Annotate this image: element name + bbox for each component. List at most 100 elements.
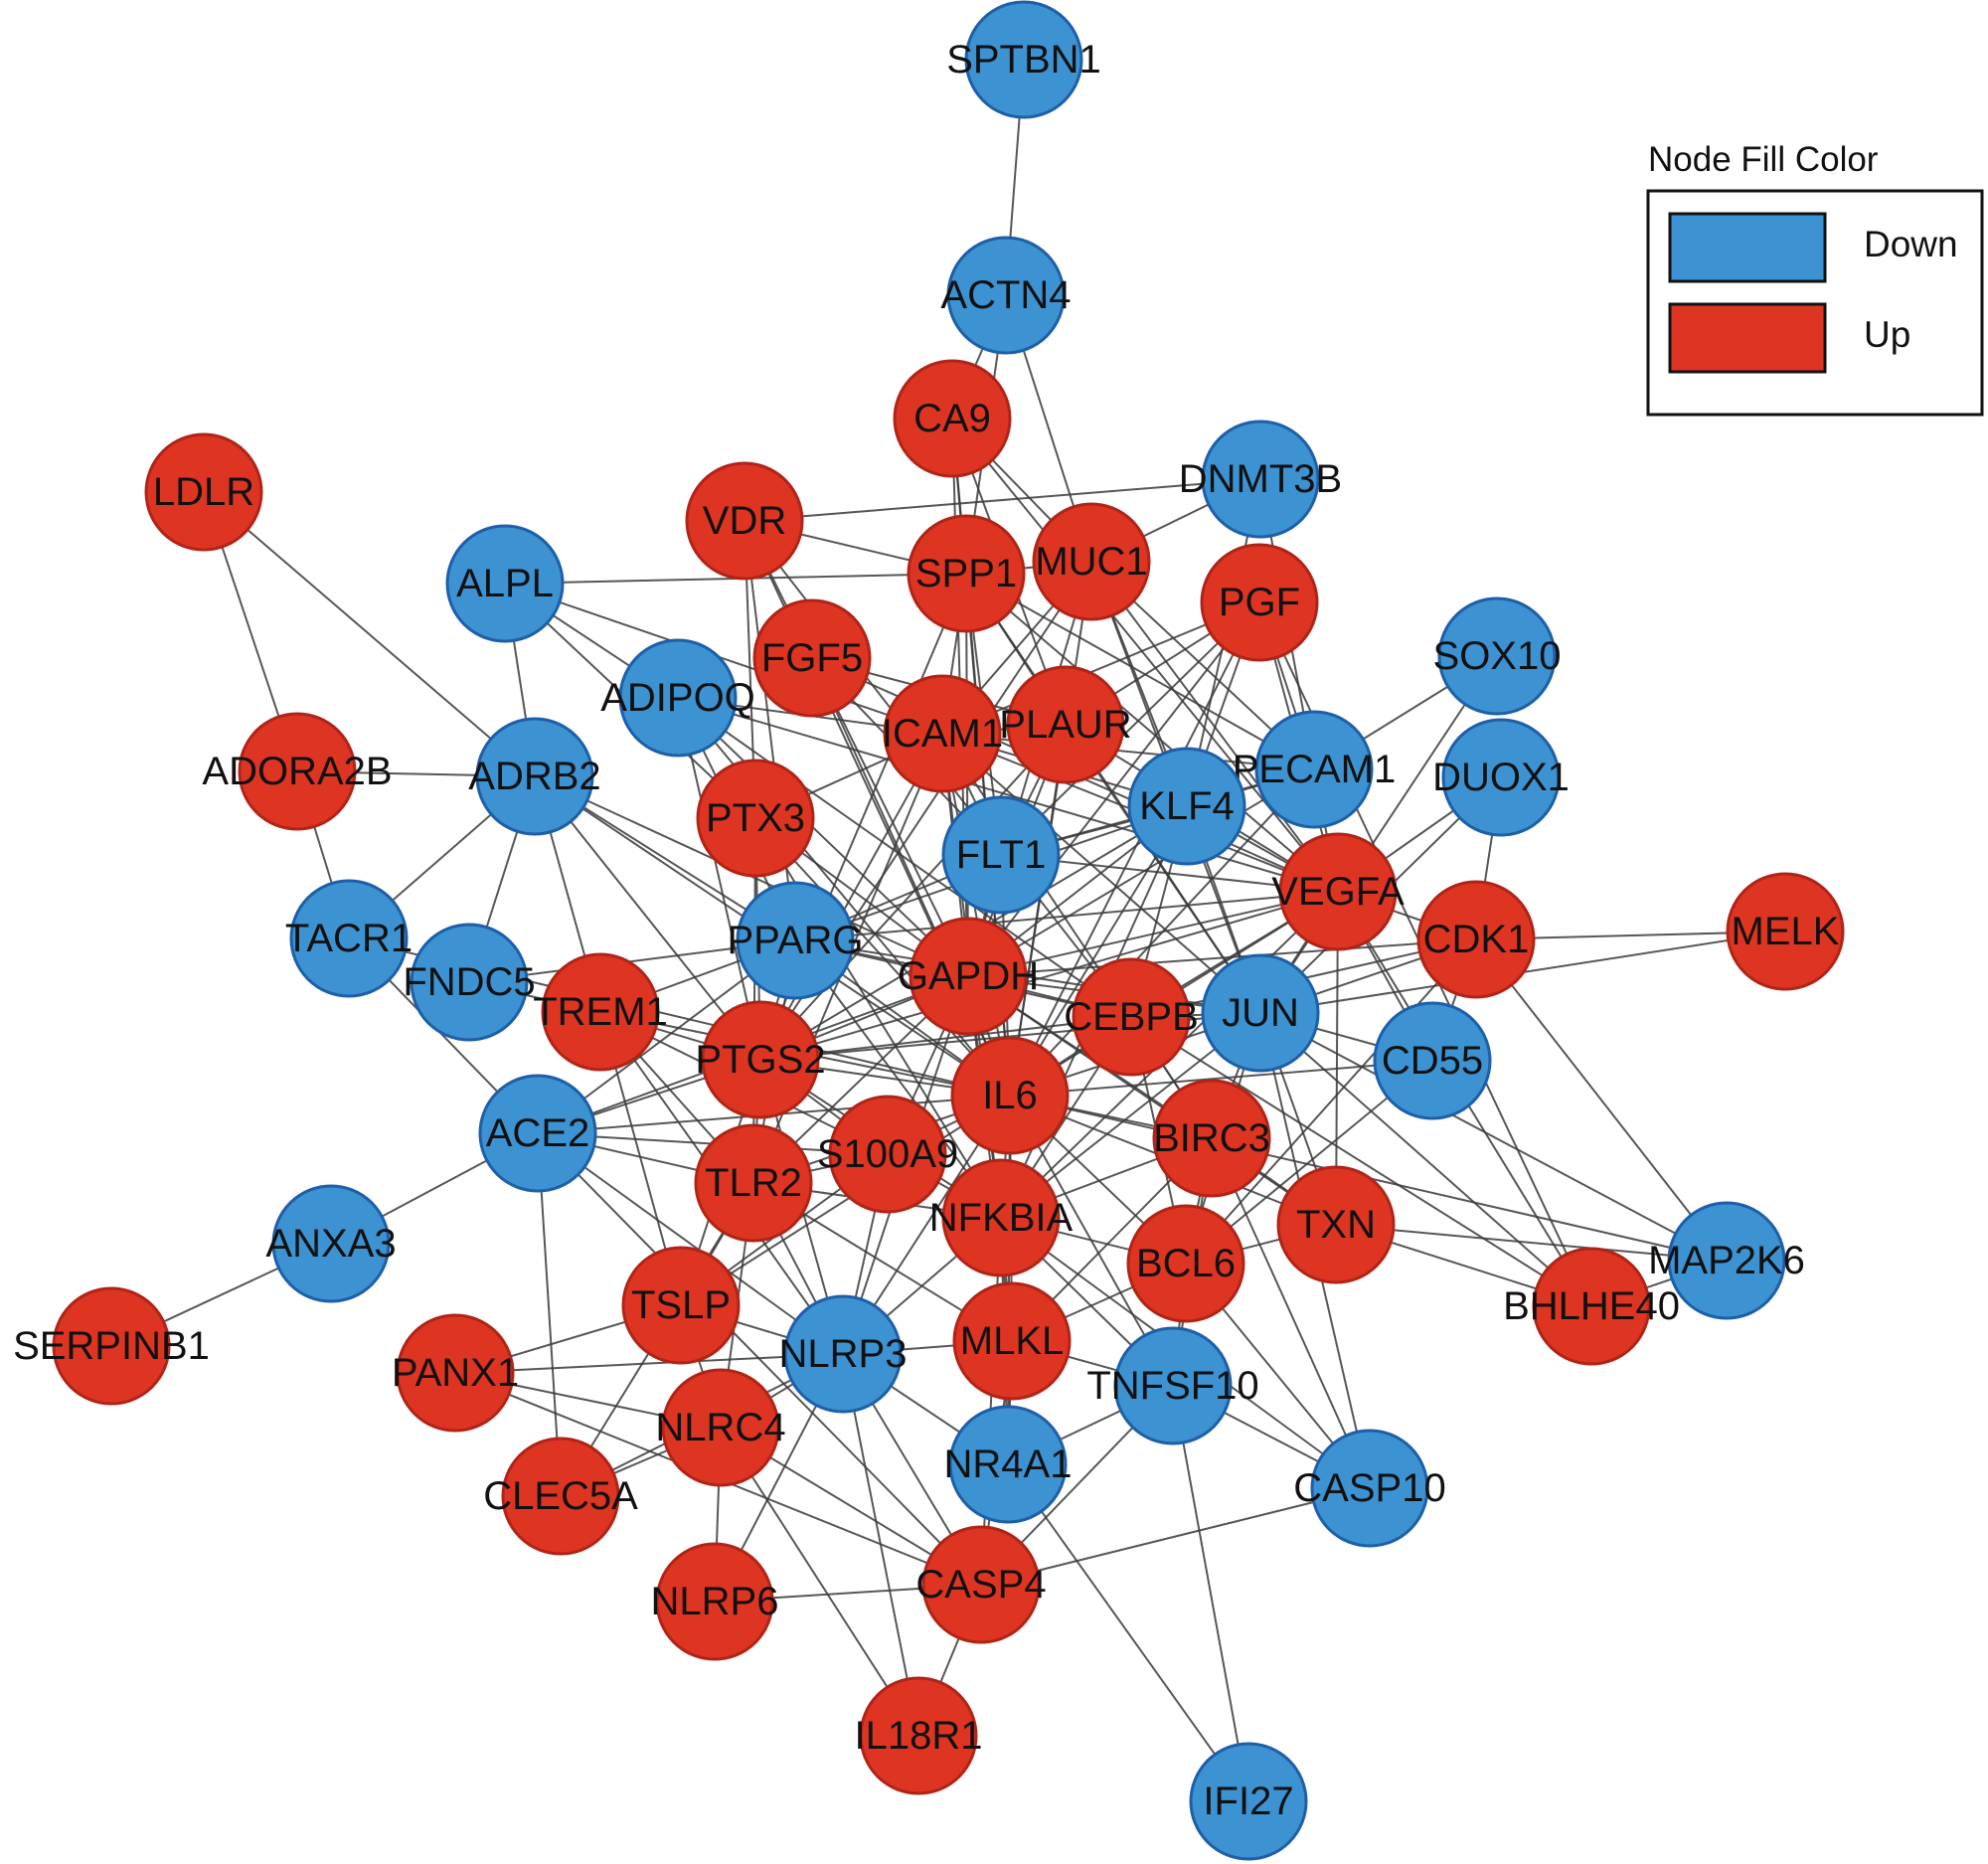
node-nr4a1[interactable]: NR4A1 bbox=[944, 1405, 1073, 1524]
node-icam1[interactable]: ICAM1 bbox=[882, 674, 1003, 793]
node-ldlr[interactable]: LDLR bbox=[144, 432, 263, 552]
node-circle[interactable] bbox=[1254, 710, 1374, 829]
node-circle[interactable] bbox=[952, 1281, 1072, 1401]
node-circle[interactable] bbox=[621, 1246, 741, 1365]
node-circle[interactable] bbox=[1726, 872, 1845, 991]
node-circle[interactable] bbox=[655, 1542, 774, 1661]
node-nlrp3[interactable]: NLRP3 bbox=[779, 1294, 908, 1414]
node-dnmt3b[interactable]: DNMT3B bbox=[1179, 420, 1342, 539]
node-tnfsf10[interactable]: TNFSF10 bbox=[1086, 1326, 1259, 1445]
node-gapdh[interactable]: GAPDH bbox=[898, 917, 1039, 1036]
node-circle[interactable] bbox=[541, 952, 660, 1072]
node-muc1[interactable]: MUC1 bbox=[1032, 502, 1151, 621]
node-casp10[interactable]: CASP10 bbox=[1293, 1429, 1446, 1548]
node-tlr2[interactable]: TLR2 bbox=[694, 1123, 813, 1243]
node-circle[interactable] bbox=[883, 674, 1002, 793]
node-nlrc4[interactable]: NLRC4 bbox=[655, 1368, 786, 1487]
node-vegfa[interactable]: VEGFA bbox=[1271, 832, 1405, 951]
node-circle[interactable] bbox=[907, 514, 1026, 633]
node-clec5a[interactable]: CLEC5A bbox=[483, 1437, 638, 1556]
node-circle[interactable] bbox=[238, 712, 357, 831]
node-circle[interactable] bbox=[909, 917, 1028, 1036]
node-circle[interactable] bbox=[1152, 1079, 1271, 1198]
node-spp1[interactable]: SPP1 bbox=[907, 514, 1026, 633]
node-birc3[interactable]: BIRC3 bbox=[1152, 1079, 1271, 1198]
node-tacr1[interactable]: TACR1 bbox=[285, 879, 413, 998]
node-circle[interactable] bbox=[941, 1158, 1061, 1277]
node-circle[interactable] bbox=[396, 1313, 515, 1433]
node-melk[interactable]: MELK bbox=[1726, 872, 1845, 991]
node-circle[interactable] bbox=[752, 598, 872, 718]
node-circle[interactable] bbox=[1416, 880, 1536, 999]
node-circle[interactable] bbox=[1006, 665, 1125, 784]
node-circle[interactable] bbox=[685, 461, 804, 581]
node-circle[interactable] bbox=[964, 0, 1083, 119]
node-circle[interactable] bbox=[1667, 1201, 1786, 1320]
node-circle[interactable] bbox=[1276, 1165, 1396, 1284]
node-circle[interactable] bbox=[859, 1676, 978, 1795]
node-cebpb[interactable]: CEBPB bbox=[1064, 957, 1199, 1077]
node-s100a9[interactable]: S100A9 bbox=[817, 1095, 958, 1214]
node-adora2b[interactable]: ADORA2B bbox=[202, 712, 393, 831]
node-circle[interactable] bbox=[410, 923, 529, 1042]
node-circle[interactable] bbox=[1201, 953, 1320, 1073]
node-mlkl[interactable]: MLKL bbox=[952, 1281, 1072, 1401]
node-circle[interactable] bbox=[1189, 1742, 1308, 1861]
node-il18r1[interactable]: IL18R1 bbox=[855, 1676, 983, 1795]
node-il6[interactable]: IL6 bbox=[950, 1036, 1070, 1155]
node-fndc5[interactable]: FNDC5 bbox=[403, 923, 536, 1042]
node-circle[interactable] bbox=[1200, 543, 1319, 662]
node-ptgs2[interactable]: PTGS2 bbox=[695, 1000, 826, 1119]
node-fgf5[interactable]: FGF5 bbox=[752, 598, 872, 718]
node-circle[interactable] bbox=[1126, 1204, 1245, 1323]
node-circle[interactable] bbox=[701, 1000, 820, 1119]
node-circle[interactable] bbox=[921, 1525, 1041, 1644]
node-casp4[interactable]: CASP4 bbox=[915, 1525, 1047, 1644]
node-circle[interactable] bbox=[1113, 1326, 1233, 1445]
node-circle[interactable] bbox=[893, 359, 1012, 478]
node-cd55[interactable]: CD55 bbox=[1373, 1001, 1492, 1120]
node-circle[interactable] bbox=[1201, 420, 1320, 539]
node-bhlhe40[interactable]: BHLHE40 bbox=[1503, 1247, 1680, 1366]
node-circle[interactable] bbox=[948, 1405, 1068, 1524]
node-alpl[interactable]: ALPL bbox=[445, 524, 565, 643]
node-circle[interactable] bbox=[1441, 718, 1561, 837]
node-panx1[interactable]: PANX1 bbox=[392, 1313, 519, 1433]
node-circle[interactable] bbox=[52, 1286, 171, 1406]
node-circle[interactable] bbox=[1127, 747, 1246, 866]
node-pgf[interactable]: PGF bbox=[1200, 543, 1319, 662]
node-circle[interactable] bbox=[696, 759, 815, 878]
node-circle[interactable] bbox=[501, 1437, 620, 1556]
node-plaur[interactable]: PLAUR bbox=[999, 665, 1132, 784]
node-circle[interactable] bbox=[946, 236, 1066, 355]
node-circle[interactable] bbox=[1532, 1247, 1651, 1366]
node-pparg[interactable]: PPARG bbox=[727, 881, 864, 1000]
node-circle[interactable] bbox=[783, 1294, 903, 1414]
node-circle[interactable] bbox=[661, 1368, 780, 1487]
node-circle[interactable] bbox=[1373, 1001, 1492, 1120]
node-circle[interactable] bbox=[736, 881, 855, 1000]
node-circle[interactable] bbox=[1310, 1429, 1429, 1548]
node-circle[interactable] bbox=[475, 717, 594, 836]
node-circle[interactable] bbox=[618, 638, 738, 758]
node-ifi27[interactable]: IFI27 bbox=[1189, 1742, 1308, 1861]
node-ace2[interactable]: ACE2 bbox=[478, 1074, 597, 1193]
node-circle[interactable] bbox=[478, 1074, 597, 1193]
node-adrb2[interactable]: ADRB2 bbox=[468, 717, 601, 836]
node-ca9[interactable]: CA9 bbox=[893, 359, 1012, 478]
node-map2k6[interactable]: MAP2K6 bbox=[1648, 1201, 1805, 1320]
node-trem1[interactable]: TREM1 bbox=[533, 952, 668, 1072]
node-serpinb1[interactable]: SERPINB1 bbox=[13, 1286, 210, 1406]
node-circle[interactable] bbox=[1032, 502, 1151, 621]
node-circle[interactable] bbox=[950, 1036, 1070, 1155]
node-circle[interactable] bbox=[445, 524, 565, 643]
node-circle[interactable] bbox=[1072, 957, 1191, 1077]
node-sox10[interactable]: SOX10 bbox=[1433, 596, 1562, 716]
node-pecam1[interactable]: PECAM1 bbox=[1233, 710, 1397, 829]
node-circle[interactable] bbox=[941, 795, 1061, 915]
node-sptbn1[interactable]: SPTBN1 bbox=[946, 0, 1101, 119]
node-actn4[interactable]: ACTN4 bbox=[940, 236, 1072, 355]
node-vdr[interactable]: VDR bbox=[685, 461, 804, 581]
node-circle[interactable] bbox=[144, 432, 263, 552]
node-ptx3[interactable]: PTX3 bbox=[696, 759, 815, 878]
